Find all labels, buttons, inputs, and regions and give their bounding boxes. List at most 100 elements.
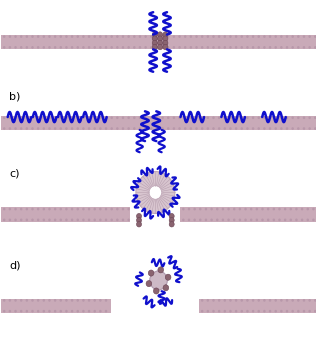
- Circle shape: [139, 127, 141, 130]
- Circle shape: [257, 299, 260, 302]
- Circle shape: [150, 116, 152, 119]
- Circle shape: [158, 267, 164, 273]
- Circle shape: [148, 270, 154, 276]
- Circle shape: [14, 208, 17, 210]
- Circle shape: [31, 208, 34, 210]
- Circle shape: [116, 46, 119, 49]
- Circle shape: [212, 127, 215, 130]
- Circle shape: [178, 35, 181, 38]
- Circle shape: [65, 208, 68, 210]
- Circle shape: [105, 116, 107, 119]
- Circle shape: [223, 299, 226, 302]
- Circle shape: [233, 208, 236, 210]
- Circle shape: [286, 46, 288, 49]
- Circle shape: [122, 219, 124, 221]
- Circle shape: [163, 36, 168, 41]
- Circle shape: [71, 299, 73, 302]
- Circle shape: [42, 116, 45, 119]
- Circle shape: [261, 219, 264, 221]
- Circle shape: [150, 46, 152, 49]
- Circle shape: [252, 299, 254, 302]
- Circle shape: [308, 116, 311, 119]
- Circle shape: [218, 35, 220, 38]
- Circle shape: [184, 127, 186, 130]
- Circle shape: [88, 310, 90, 313]
- Circle shape: [190, 116, 192, 119]
- Circle shape: [110, 46, 113, 49]
- Circle shape: [156, 127, 158, 130]
- Circle shape: [257, 127, 260, 130]
- Circle shape: [263, 310, 266, 313]
- Circle shape: [110, 35, 113, 38]
- Bar: [1, 116, 316, 130]
- Circle shape: [252, 35, 254, 38]
- Circle shape: [42, 127, 45, 130]
- Circle shape: [60, 310, 62, 313]
- Circle shape: [303, 299, 305, 302]
- Circle shape: [156, 116, 158, 119]
- Circle shape: [201, 299, 204, 302]
- Circle shape: [184, 46, 186, 49]
- Circle shape: [291, 116, 294, 119]
- Circle shape: [42, 208, 45, 210]
- Circle shape: [76, 35, 79, 38]
- Circle shape: [37, 127, 39, 130]
- Circle shape: [37, 208, 39, 210]
- Bar: [1, 207, 130, 222]
- Circle shape: [241, 46, 243, 49]
- Circle shape: [105, 46, 107, 49]
- Circle shape: [48, 127, 51, 130]
- Circle shape: [205, 208, 207, 210]
- Circle shape: [65, 219, 68, 221]
- Circle shape: [88, 127, 90, 130]
- Circle shape: [122, 46, 124, 49]
- Circle shape: [88, 116, 90, 119]
- Circle shape: [257, 46, 260, 49]
- Circle shape: [257, 116, 260, 119]
- Circle shape: [37, 116, 39, 119]
- Circle shape: [280, 310, 283, 313]
- Circle shape: [312, 208, 315, 210]
- Circle shape: [153, 288, 159, 294]
- Circle shape: [257, 310, 260, 313]
- Circle shape: [163, 40, 168, 46]
- Circle shape: [71, 219, 73, 221]
- Circle shape: [54, 127, 56, 130]
- Circle shape: [246, 127, 249, 130]
- Circle shape: [94, 127, 96, 130]
- Circle shape: [26, 219, 28, 221]
- Circle shape: [158, 44, 163, 50]
- Circle shape: [218, 46, 220, 49]
- Circle shape: [99, 35, 102, 38]
- Circle shape: [291, 35, 294, 38]
- Circle shape: [9, 219, 11, 221]
- Circle shape: [60, 299, 62, 302]
- Circle shape: [149, 186, 162, 199]
- Circle shape: [263, 127, 266, 130]
- Circle shape: [26, 116, 28, 119]
- Circle shape: [3, 299, 5, 302]
- Circle shape: [291, 127, 294, 130]
- Circle shape: [14, 219, 17, 221]
- Circle shape: [88, 208, 90, 210]
- Circle shape: [133, 116, 136, 119]
- Circle shape: [136, 172, 175, 213]
- Circle shape: [216, 208, 218, 210]
- Circle shape: [71, 310, 73, 313]
- Circle shape: [48, 299, 51, 302]
- Circle shape: [82, 127, 85, 130]
- Circle shape: [212, 299, 215, 302]
- Circle shape: [218, 310, 220, 313]
- Circle shape: [207, 46, 209, 49]
- Circle shape: [26, 127, 28, 130]
- Circle shape: [252, 116, 254, 119]
- Circle shape: [235, 35, 237, 38]
- Circle shape: [152, 44, 157, 50]
- Circle shape: [105, 127, 107, 130]
- Circle shape: [250, 208, 252, 210]
- Circle shape: [82, 219, 85, 221]
- Circle shape: [303, 127, 305, 130]
- Circle shape: [308, 46, 311, 49]
- Circle shape: [269, 127, 271, 130]
- Circle shape: [263, 299, 266, 302]
